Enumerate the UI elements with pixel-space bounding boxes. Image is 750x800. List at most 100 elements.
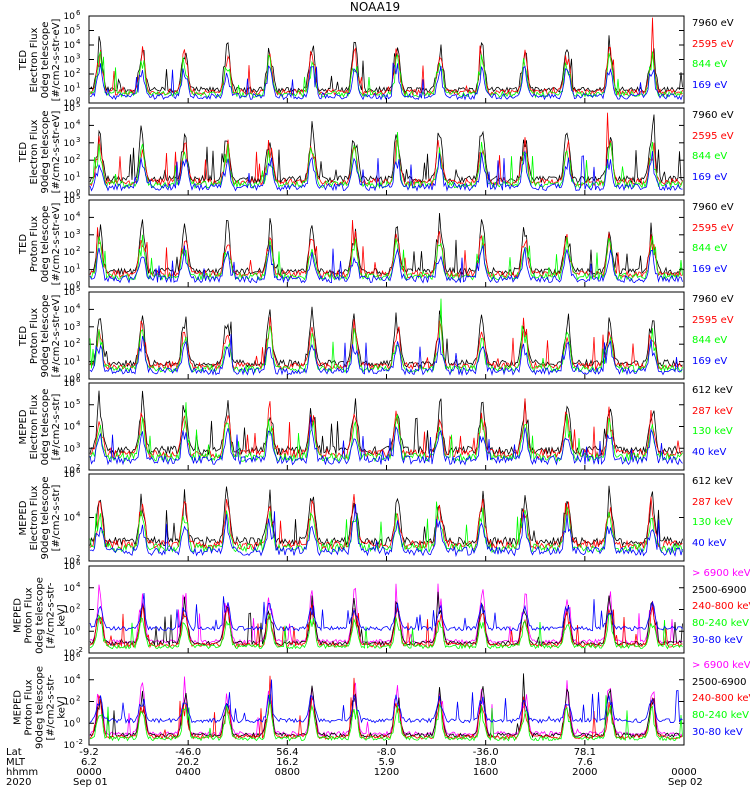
x-tick-label-hhmm: 0000 (76, 767, 102, 778)
legend-entry: 7960 eV (692, 110, 734, 121)
x-tick-label-mlt: 16.2 (276, 757, 299, 768)
y-tick-exponent: 0 (76, 372, 80, 380)
y-tick-exponent: 2 (76, 463, 80, 471)
y-tick-exponent: 3 (76, 228, 80, 236)
y-tick-exponent: 4 (76, 511, 81, 519)
legend-entry: 40 keV (692, 538, 727, 550)
y-tick-label: 10 (64, 266, 76, 276)
series-line (89, 493, 683, 551)
y-tick-exponent: 6 (76, 9, 81, 17)
y-tick-exponent: 4 (76, 673, 81, 681)
y-tick-label: 10 (64, 379, 76, 389)
y-tick-exponent: 0 (76, 188, 80, 196)
y-axis-label-line: Electron Flux (29, 119, 40, 184)
y-tick-exponent: 4 (76, 210, 81, 218)
legend-entry: 80-240 keV (692, 618, 750, 630)
legend-entry: > 6900 keV (692, 568, 750, 579)
legend-entry: 844 eV (692, 151, 728, 163)
y-axis-label-line: [#/cm2-s-str-eV] (51, 202, 62, 285)
y-axis-label-line: 0deg telescope (34, 576, 46, 654)
y-axis-label: TED Electron Flux 90deg telescope [#/cm2-s-… (18, 108, 62, 196)
y-tick-label: 10 (64, 174, 76, 184)
series-line (89, 334, 683, 377)
y-axis-label-line: Electron Flux (29, 394, 40, 459)
y-tick-label: 10 (64, 41, 76, 51)
y-tick-label: 10 (64, 514, 76, 524)
y-tick-exponent: 2 (76, 554, 80, 562)
y-tick-label: 10 (64, 27, 76, 37)
y-tick-exponent: -2 (76, 738, 83, 746)
y-tick-label: 10 (64, 358, 76, 368)
y-tick-label: 10 (64, 156, 76, 166)
y-axis-label-line: 0deg telescope (40, 388, 51, 465)
series-line (89, 306, 683, 368)
y-tick-exponent: 2 (76, 67, 80, 75)
series-line (89, 673, 683, 739)
y-tick-label: 10 (64, 676, 76, 686)
y-axis-label: MEPED Electron Flux 90deg telescope [#/cm2-… (18, 474, 62, 562)
y-tick-label: 10 (64, 213, 76, 223)
y-tick-label: 10 (64, 70, 76, 80)
y-tick-label: 10 (64, 121, 76, 131)
y-tick-exponent: 2 (76, 153, 80, 161)
y-axis-label: MEPED Proton Flux 0deg telescope [#/cm2-s-s… (13, 571, 68, 659)
y-tick-exponent: 4 (76, 38, 81, 46)
legend-entry: 2595 eV (692, 222, 734, 234)
y-axis-label-line: [#/cm2-s-str] (51, 484, 62, 551)
legend-entry: 30-80 keV (692, 726, 743, 738)
y-tick-exponent: 0 (76, 624, 80, 632)
y-axis-label-line: 0deg telescope (40, 21, 51, 98)
legend-entry: 7960 eV (692, 202, 734, 213)
legend-entry: 80-240 keV (692, 710, 750, 722)
y-tick-exponent: 1 (76, 171, 80, 179)
y-tick-label: 10 (64, 470, 76, 480)
y-axis-label-line: Proton Flux (29, 215, 40, 272)
y-tick-label: 10 (64, 323, 76, 333)
x-tick-label-hhmm: 1200 (373, 767, 400, 778)
y-axis-label-line: 90deg telescope (34, 665, 46, 749)
y-tick-label: 10 (64, 466, 76, 476)
y-tick-label: 10 (64, 741, 76, 751)
legend-entry: 7960 eV (692, 18, 734, 29)
figure-title: NOAA19 (349, 0, 401, 14)
y-axis-label-line: Proton Flux (23, 678, 35, 736)
x-tick-label-lat: 56.4 (276, 747, 299, 758)
y-tick-label: 10 (64, 375, 76, 385)
y-tick-label: 10 (64, 627, 76, 637)
y-axis-label: TED Proton Flux 90deg telescope [#/cm2-s-st… (18, 292, 62, 380)
y-tick-exponent: -2 (76, 646, 83, 654)
y-tick-label: 10 (64, 305, 76, 315)
legend-entry: 169 eV (692, 356, 728, 368)
y-tick-label: 10 (64, 340, 76, 350)
series-line (89, 244, 683, 284)
y-axis-label: MEPED Proton Flux 90deg telescope [#/cm2-s-… (13, 663, 68, 751)
y-axis-label-line: Electron Flux (29, 485, 40, 550)
x-tick-label-hhmm: 0800 (274, 767, 301, 778)
series-line (89, 17, 683, 97)
legend-entry: 240-800 keV (692, 601, 750, 613)
x-tick-label-mlt: 20.2 (177, 757, 200, 768)
legend-entry: 169 eV (692, 264, 728, 276)
y-tick-label: 10 (64, 288, 76, 298)
series-line (89, 485, 683, 548)
series-line (89, 591, 683, 647)
legend-entry: 240-800 keV (692, 693, 750, 705)
y-axis-label-line: TED (18, 233, 29, 254)
y-tick-exponent: 0 (76, 280, 80, 288)
series-line (89, 114, 683, 185)
y-axis-label: MEPED Electron Flux 0deg telescope [#/cm2-s… (18, 383, 62, 471)
x-tick-label-lat: 78.1 (573, 747, 596, 758)
y-tick-exponent: 3 (76, 320, 80, 328)
y-tick-label: 10 (64, 557, 76, 567)
y-tick-exponent: 0 (76, 716, 80, 724)
y-tick-label: 10 (64, 56, 76, 66)
x-tick-label-hhmm: 1600 (472, 767, 499, 778)
series-line (89, 212, 683, 277)
series-line (89, 317, 683, 371)
x-tick-label-date: Sep 01 (73, 777, 108, 788)
y-tick-exponent: 5 (76, 24, 80, 32)
